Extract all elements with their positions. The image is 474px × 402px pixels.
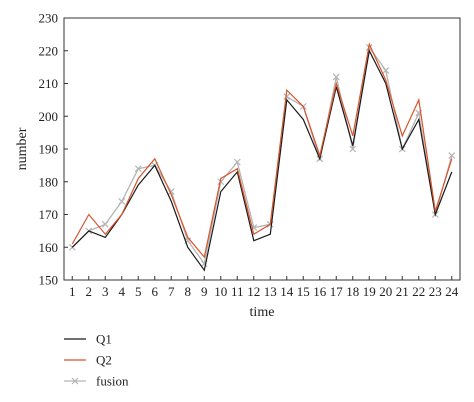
x-tick-label: 21 bbox=[396, 284, 409, 299]
x-tick-label: 8 bbox=[185, 284, 192, 299]
series-line-q2 bbox=[71, 42, 453, 259]
series-layer bbox=[68, 42, 456, 272]
x-tick-label: 9 bbox=[201, 284, 208, 299]
x-tick-label: 20 bbox=[379, 284, 392, 299]
y-tick-label: 200 bbox=[39, 109, 59, 124]
data-point-fusion bbox=[448, 152, 456, 159]
x-axis-ticks: 1 2 3 4 5 6 7 8 9 10 11 12 13 14 15 16 17 18 19 20 21 22 23 24 bbox=[69, 276, 459, 299]
y-tick-label: 180 bbox=[39, 174, 59, 189]
x-tick-label: 23 bbox=[429, 284, 442, 299]
x-tick-label: 6 bbox=[152, 284, 159, 299]
plot-frame bbox=[63, 17, 461, 281]
y-tick-label: 170 bbox=[39, 207, 59, 222]
y-tick-label: 150 bbox=[39, 273, 59, 288]
data-point-fusion bbox=[233, 158, 241, 166]
data-point-fusion bbox=[332, 73, 340, 81]
x-tick-label: 13 bbox=[264, 284, 277, 299]
legend-item-q2: Q2 bbox=[64, 353, 112, 368]
data-point-fusion bbox=[134, 165, 142, 173]
y-tick-label: 210 bbox=[39, 76, 59, 91]
x-tick-label: 11 bbox=[231, 284, 244, 299]
data-point-fusion bbox=[283, 93, 291, 101]
x-tick-label: 17 bbox=[330, 284, 344, 299]
legend-item-fusion: fusion bbox=[64, 374, 129, 389]
series-line-fusion bbox=[71, 45, 453, 266]
x-tick-label: 18 bbox=[346, 284, 359, 299]
x-axis-label: time bbox=[250, 305, 275, 320]
y-axis-ticks: 150 160 170 180 190 200 210 220 230 bbox=[39, 11, 68, 288]
legend-label: Q1 bbox=[96, 332, 112, 347]
legend-label: fusion bbox=[96, 374, 129, 389]
x-tick-label: 22 bbox=[412, 284, 425, 299]
x-tick-label: 5 bbox=[135, 284, 142, 299]
y-tick-label: 220 bbox=[39, 43, 59, 58]
x-tick-label: 10 bbox=[214, 284, 227, 299]
series-line-q1 bbox=[71, 48, 453, 272]
x-tick-label: 16 bbox=[313, 284, 327, 299]
x-tick-label: 4 bbox=[119, 284, 126, 299]
y-tick-label: 160 bbox=[39, 240, 59, 255]
x-tick-label: 15 bbox=[297, 284, 310, 299]
legend-item-q1: Q1 bbox=[64, 332, 112, 347]
x-tick-label: 19 bbox=[363, 284, 376, 299]
data-point-fusion bbox=[118, 197, 126, 205]
x-tick-label: 2 bbox=[86, 284, 93, 299]
x-tick-label: 1 bbox=[69, 284, 76, 299]
plot-area bbox=[63, 17, 461, 281]
legend: Q1 Q2 fusion bbox=[64, 332, 129, 389]
data-point-fusion bbox=[382, 66, 390, 74]
data-point-fusion bbox=[349, 145, 357, 153]
x-tick-label: 3 bbox=[102, 284, 109, 299]
x-tick-label: 12 bbox=[247, 284, 260, 299]
x-tick-label: 24 bbox=[445, 284, 459, 299]
y-tick-label: 230 bbox=[39, 11, 59, 26]
y-tick-label: 190 bbox=[39, 142, 59, 157]
legend-label: Q2 bbox=[96, 353, 112, 368]
data-point-fusion bbox=[217, 178, 225, 186]
x-tick-label: 7 bbox=[168, 284, 175, 299]
x-tick-label: 14 bbox=[280, 284, 294, 299]
data-point-fusion bbox=[101, 220, 109, 228]
y-axis-label: number bbox=[15, 127, 30, 170]
